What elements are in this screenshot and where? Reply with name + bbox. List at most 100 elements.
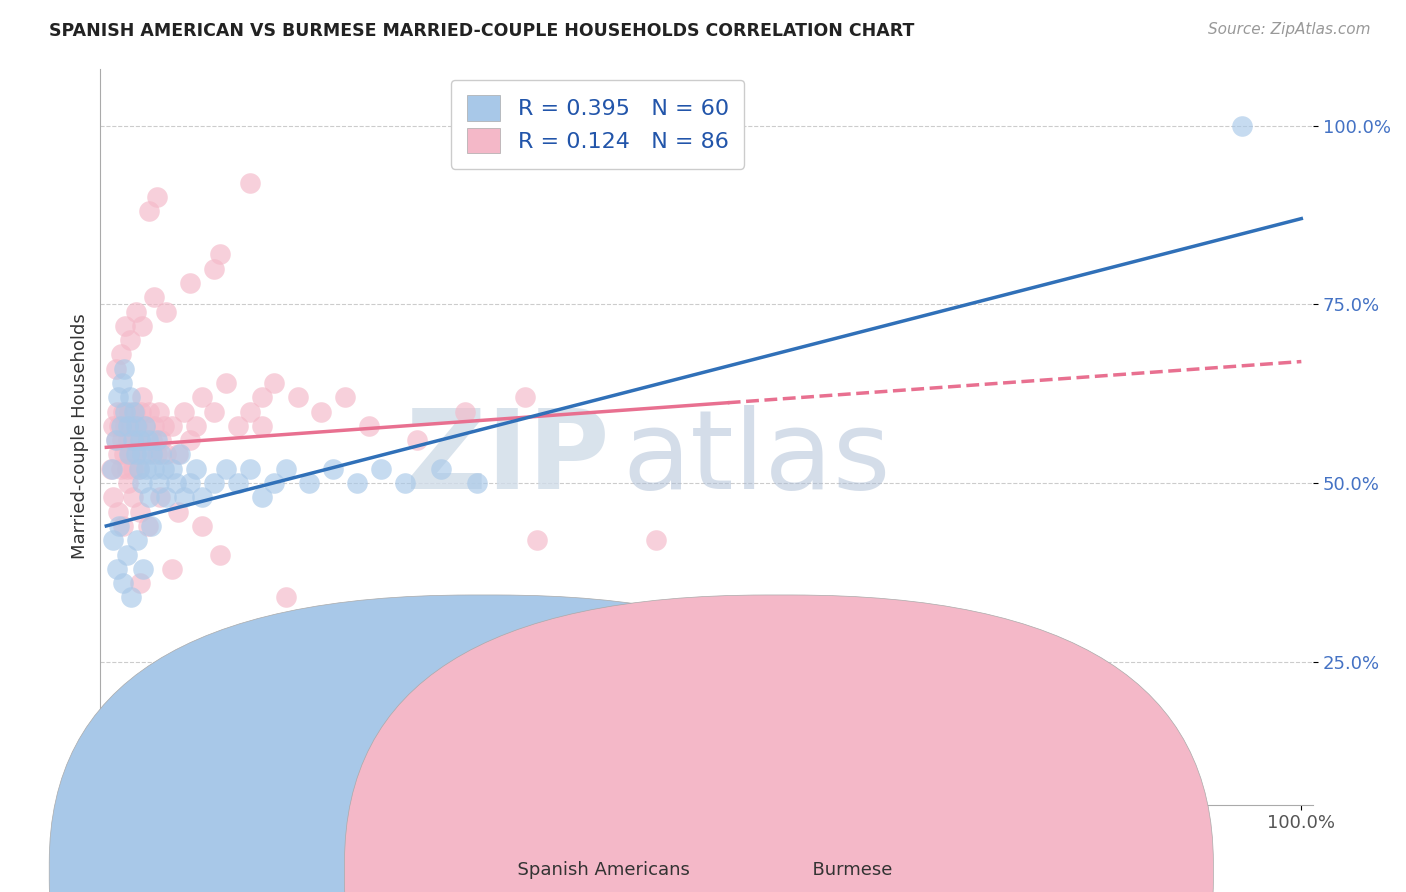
Point	[143, 462, 166, 476]
Point	[370, 462, 392, 476]
Point	[117, 418, 139, 433]
Point	[114, 404, 136, 418]
Point	[125, 418, 148, 433]
Point	[110, 462, 132, 476]
Point	[239, 462, 262, 476]
Point	[128, 433, 150, 447]
Point	[101, 462, 124, 476]
Point	[250, 418, 273, 433]
Point	[139, 519, 162, 533]
Point	[107, 390, 129, 404]
Point	[179, 476, 201, 491]
Point	[208, 548, 231, 562]
Point	[131, 447, 153, 461]
Point	[129, 404, 152, 418]
Point	[160, 562, 183, 576]
Point	[191, 491, 214, 505]
Point	[114, 418, 136, 433]
Point	[239, 404, 262, 418]
Point	[104, 361, 127, 376]
Point	[128, 433, 150, 447]
Point	[359, 418, 381, 433]
Point	[155, 491, 177, 505]
Text: Spanish Americans: Spanish Americans	[506, 861, 690, 879]
Point	[118, 447, 141, 461]
Point	[169, 447, 191, 461]
Point	[135, 462, 157, 476]
Point	[104, 433, 127, 447]
Point	[145, 433, 167, 447]
Point	[131, 390, 153, 404]
Point	[128, 505, 150, 519]
Point	[110, 418, 132, 433]
Point	[335, 390, 357, 404]
Point	[131, 476, 153, 491]
Point	[148, 404, 170, 418]
Point	[112, 404, 135, 418]
Point	[167, 447, 190, 461]
Point	[105, 404, 128, 418]
Point	[145, 447, 167, 461]
Point	[298, 476, 321, 491]
Point	[103, 418, 125, 433]
Text: Source: ZipAtlas.com: Source: ZipAtlas.com	[1208, 22, 1371, 37]
Point	[215, 462, 238, 476]
Point	[148, 476, 170, 491]
Point	[263, 376, 285, 390]
Point	[226, 476, 249, 491]
Point	[322, 690, 344, 705]
Point	[115, 548, 138, 562]
Point	[125, 447, 148, 461]
Point	[226, 418, 249, 433]
Point	[131, 318, 153, 333]
Point	[132, 562, 155, 576]
Point	[138, 491, 160, 505]
Point	[117, 476, 139, 491]
Point	[112, 361, 135, 376]
Point	[208, 247, 231, 261]
Point	[250, 491, 273, 505]
Point	[149, 491, 172, 505]
Point	[155, 304, 177, 318]
Point	[150, 433, 173, 447]
Point	[107, 505, 129, 519]
Text: atlas: atlas	[621, 405, 890, 512]
Point	[110, 347, 132, 361]
Point	[122, 433, 145, 447]
Point	[239, 176, 262, 190]
Point	[191, 519, 214, 533]
Point	[143, 418, 166, 433]
Point	[152, 418, 174, 433]
Point	[127, 418, 149, 433]
Point	[115, 462, 138, 476]
Point	[121, 433, 143, 447]
Point	[112, 519, 135, 533]
Legend: R = 0.395   N = 60, R = 0.124   N = 86: R = 0.395 N = 60, R = 0.124 N = 86	[451, 79, 744, 169]
Text: Burmese: Burmese	[801, 861, 893, 879]
Point	[105, 562, 128, 576]
Point	[430, 462, 453, 476]
Point	[108, 418, 131, 433]
Point	[167, 505, 190, 519]
Point	[406, 433, 429, 447]
Point	[274, 591, 297, 605]
Point	[112, 576, 135, 591]
Point	[202, 261, 225, 276]
Point	[250, 390, 273, 404]
Y-axis label: Married-couple Households: Married-couple Households	[72, 314, 89, 559]
Point	[152, 462, 174, 476]
Point	[108, 519, 131, 533]
Point	[263, 476, 285, 491]
Point	[120, 390, 142, 404]
Point	[179, 433, 201, 447]
Point	[111, 433, 134, 447]
Point	[138, 204, 160, 219]
Point	[100, 462, 122, 476]
Point	[311, 404, 333, 418]
Text: SPANISH AMERICAN VS BURMESE MARRIED-COUPLE HOUSEHOLDS CORRELATION CHART: SPANISH AMERICAN VS BURMESE MARRIED-COUP…	[49, 22, 914, 40]
Point	[103, 491, 125, 505]
Point	[454, 404, 477, 418]
Point	[121, 462, 143, 476]
Point	[104, 433, 127, 447]
Point	[120, 418, 142, 433]
